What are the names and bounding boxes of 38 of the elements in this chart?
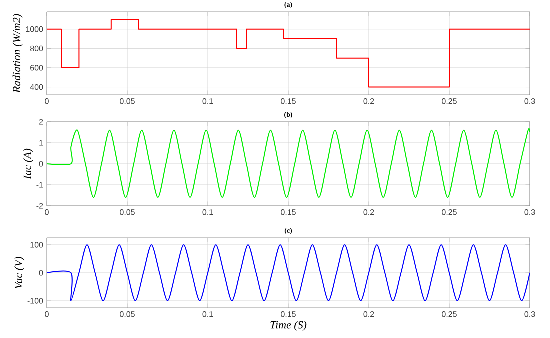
x-tick-label: 0 — [45, 98, 49, 104]
y-tick-label: 2 — [39, 119, 44, 125]
x-tick-label: 0.05 — [120, 98, 135, 104]
x-tick-label: 0.15 — [281, 312, 296, 318]
x-tick-label: 0.25 — [442, 210, 457, 216]
x-tick-label: 0.15 — [281, 98, 296, 104]
x-tick-label: 0.1 — [202, 312, 214, 318]
y-tick-label: -100 — [28, 298, 44, 304]
x-tick-label: 0.1 — [202, 210, 214, 216]
x-tick-label: 0.25 — [442, 312, 457, 318]
y-tick-label: 0 — [39, 270, 44, 276]
y-tick-label: 400 — [30, 84, 44, 90]
x-axis-title: Time (S) — [270, 321, 307, 332]
y-tick-label: 0 — [39, 161, 44, 167]
y-tick-label: -1 — [36, 182, 44, 188]
x-tick-label: 0 — [45, 312, 49, 318]
x-tick-label: 0.25 — [442, 98, 457, 104]
x-tick-label: 0.1 — [202, 98, 214, 104]
x-tick-label: 0.3 — [524, 312, 536, 318]
x-tick-label: 0 — [45, 210, 49, 216]
x-tick-label: 0.05 — [120, 312, 135, 318]
x-tick-label: 0.3 — [524, 98, 536, 104]
x-tick-label: 0.2 — [364, 312, 374, 318]
y-tick-label: 800 — [30, 46, 44, 52]
y-tick-label: 1000 — [26, 26, 44, 32]
x-tick-label: 0.2 — [364, 98, 374, 104]
y-axis-title: Vac (V) — [14, 256, 25, 289]
y-tick-label: -2 — [36, 203, 44, 209]
y-tick-label: 600 — [30, 65, 44, 71]
x-tick-label: 0.3 — [524, 210, 536, 216]
y-axis-title: Radiation (W/m2) — [12, 14, 23, 94]
x-tick-label: 0.05 — [120, 210, 135, 216]
y-tick-label: 100 — [30, 242, 44, 248]
x-tick-label: 0.15 — [281, 210, 296, 216]
y-axis-title: Iac (A) — [24, 148, 34, 180]
line-series — [47, 130, 530, 198]
x-tick-label: 0.2 — [364, 210, 374, 216]
y-tick-label: 1 — [40, 140, 44, 146]
